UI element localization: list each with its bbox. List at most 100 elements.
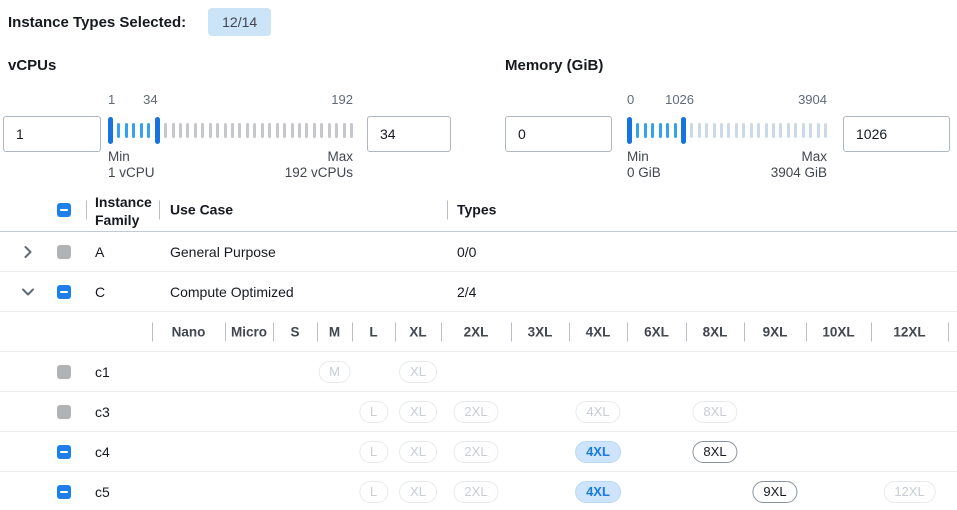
size-pill-2xl: 2XL — [453, 441, 499, 463]
size-column-header-6xl: 6XL — [644, 324, 669, 339]
use-case: Compute Optimized — [170, 283, 294, 300]
slider-tick — [245, 122, 249, 138]
size-column-header-8xl: 8XL — [702, 324, 728, 339]
memory-slider-scale: 0 1026 3904 — [627, 92, 827, 109]
size-column-header-xl: XL — [409, 324, 427, 339]
slider-tick — [786, 122, 790, 138]
use-case: General Purpose — [170, 243, 276, 260]
size-column-divider — [948, 322, 949, 341]
slider-scale-label: 192 — [331, 92, 353, 107]
size-column-header-s: S — [290, 324, 300, 339]
slider-tick — [320, 122, 324, 138]
vcpus-range-slider[interactable]: 1 34 192 Min 1 vCPU Max 192 vCPUs — [108, 92, 353, 181]
size-column-divider — [871, 322, 872, 341]
slider-tick — [216, 122, 220, 138]
size-column-divider — [273, 322, 274, 341]
select-all-checkbox[interactable] — [57, 202, 71, 217]
family-checkbox-indeterminate[interactable] — [57, 284, 71, 299]
memory-min-label: Min — [627, 149, 649, 164]
vcpus-min-sublabel: 1 vCPU — [108, 165, 155, 180]
slider-tick — [705, 122, 709, 138]
size-column-header-m: M — [328, 324, 341, 339]
slider-tick — [658, 122, 662, 138]
size-column-divider — [511, 322, 512, 341]
vcpus-slider-minmax: Min 1 vCPU Max 192 vCPUs — [108, 149, 353, 181]
column-header-types: Types — [457, 200, 497, 217]
slider-handle-max[interactable] — [154, 116, 160, 144]
slider-handle-min[interactable] — [108, 116, 113, 144]
size-pill-xl: XL — [399, 481, 437, 503]
slider-tick — [727, 122, 731, 138]
slider-scale-label: 1 — [108, 92, 116, 107]
size-column-divider — [441, 322, 442, 341]
instance-checkbox-indeterminate[interactable] — [57, 444, 71, 459]
size-column-header-4xl: 4XL — [585, 324, 611, 339]
types-count: 0/0 — [457, 243, 477, 260]
instance-row-c3: c3 L XL 2XL 4XL 8XL — [0, 392, 957, 432]
slider-tick — [816, 122, 820, 138]
size-pill-8xl: 8XL — [692, 401, 738, 423]
instance-row-c4: c4 L XL 2XL 4XL 8XL — [0, 432, 957, 472]
instance-types-selected-label: Instance Types Selected: — [8, 13, 187, 31]
memory-range-slider[interactable]: 0 1026 3904 Min 0 GiB Max 3904 GiB — [627, 92, 827, 181]
family-row-c: C Compute Optimized 2/4 — [0, 272, 957, 312]
slider-tick — [636, 122, 640, 138]
slider-tick — [193, 122, 197, 138]
slider-tick — [673, 122, 677, 138]
memory-min-input[interactable] — [505, 116, 612, 152]
slider-handle-max[interactable] — [680, 116, 686, 144]
size-pill-2xl: 2XL — [453, 401, 499, 423]
slider-tick — [297, 122, 301, 138]
column-header-instance-family: Instance Family — [95, 194, 152, 228]
slider-tick — [757, 122, 761, 138]
slider-tick — [147, 122, 151, 138]
size-column-divider — [317, 322, 318, 341]
vcpus-slider-track[interactable] — [108, 114, 353, 146]
vcpus-min-input[interactable] — [3, 116, 101, 152]
slider-handle-min[interactable] — [627, 116, 632, 144]
size-pill-m: M — [318, 361, 351, 383]
column-header-use-case: Use Case — [170, 200, 234, 217]
slider-tick — [350, 122, 353, 138]
vcpus-filter-title: vCPUs — [8, 57, 57, 74]
size-pill-4xl[interactable]: 4XL — [575, 481, 621, 503]
slider-tick — [253, 122, 257, 138]
instance-name: c4 — [95, 443, 110, 460]
size-pill-8xl[interactable]: 8XL — [692, 441, 738, 463]
size-pill-xl: XL — [399, 401, 437, 423]
size-column-divider — [744, 322, 745, 341]
size-column-divider — [686, 322, 687, 341]
size-pill-12xl: 12XL — [883, 481, 936, 503]
header-divider — [86, 200, 87, 219]
slider-tick — [124, 122, 128, 138]
expand-chevron-down-icon[interactable] — [20, 284, 36, 300]
size-pill-9xl[interactable]: 9XL — [752, 481, 798, 503]
size-pill-l: L — [358, 401, 389, 423]
vcpus-max-input[interactable] — [367, 116, 451, 152]
size-pill-4xl[interactable]: 4XL — [575, 441, 621, 463]
instance-name: c1 — [95, 363, 110, 380]
slider-tick — [171, 122, 175, 138]
slider-tick — [201, 122, 205, 138]
header-divider — [159, 200, 160, 219]
instance-checkbox-indeterminate[interactable] — [57, 484, 71, 499]
slider-tick — [794, 122, 798, 138]
expand-chevron-right-icon[interactable] — [20, 244, 36, 260]
size-column-header-9xl: 9XL — [762, 324, 788, 339]
table-header-row: Instance Family Use Case Types — [0, 188, 957, 232]
slider-tick — [231, 122, 234, 138]
memory-slider-minmax: Min 0 GiB Max 3904 GiB — [627, 149, 827, 181]
slider-tick — [275, 122, 279, 138]
slider-tick — [290, 122, 294, 138]
slider-tick — [186, 122, 190, 138]
family-name: C — [95, 283, 106, 300]
slider-tick — [117, 122, 121, 138]
memory-max-label: Max — [801, 149, 827, 164]
memory-max-input[interactable] — [843, 116, 950, 152]
vcpus-slider-scale: 1 34 192 — [108, 92, 353, 109]
size-column-header-2xl: 2XL — [463, 324, 489, 339]
size-pill-xl: XL — [399, 361, 437, 383]
slider-tick — [779, 122, 783, 138]
memory-slider-track[interactable] — [627, 114, 827, 146]
